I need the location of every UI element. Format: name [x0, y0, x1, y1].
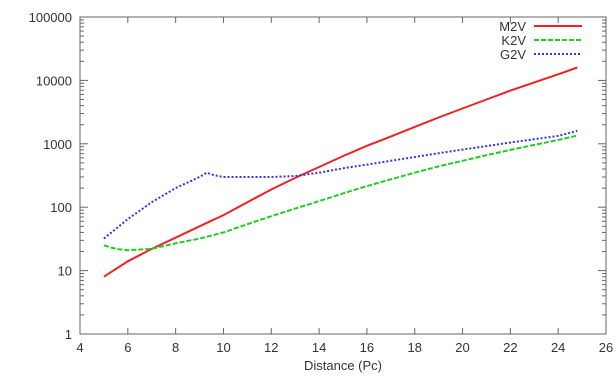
series-lines [103, 66, 578, 278]
y-tick-label: 100000 [29, 10, 72, 25]
x-tick-label: 8 [172, 340, 179, 355]
x-tick-label: 18 [407, 340, 421, 355]
x-tick-label: 12 [264, 340, 278, 355]
y-tick-label: 1 [65, 327, 72, 342]
x-tick-label: 24 [551, 340, 565, 355]
plot-frame [79, 16, 607, 335]
x-tick-label: 22 [503, 340, 517, 355]
x-tick-label: 16 [360, 340, 374, 355]
legend-label: G2V [500, 47, 526, 62]
y-tick-label: 10 [58, 264, 72, 279]
y-tick-label: 100 [50, 200, 72, 215]
y-tick-label: 10000 [36, 73, 72, 88]
x-tick-label: 4 [76, 340, 83, 355]
series-line-k2v [103, 134, 578, 252]
legend-label: K2V [501, 33, 526, 48]
series-line-g2v [103, 129, 578, 240]
x-tick-label: 20 [455, 340, 469, 355]
x-tick-label: 10 [216, 340, 230, 355]
x-tick-label: 26 [599, 340, 613, 355]
legend-label: M2V [499, 19, 526, 34]
x-axis-ticks: 4 6 8 10 12 14 16 18 20 22 24 26 [76, 17, 613, 355]
y-tick-label: 1000 [43, 137, 72, 152]
series-line-m2v [103, 66, 578, 278]
y-axis-ticks: 1 10 100 1000 10000 100000 [29, 10, 606, 342]
x-tick-label: 14 [312, 340, 326, 355]
x-tick-label: 6 [124, 340, 131, 355]
x-axis-title: Distance (Pc) [304, 358, 382, 373]
